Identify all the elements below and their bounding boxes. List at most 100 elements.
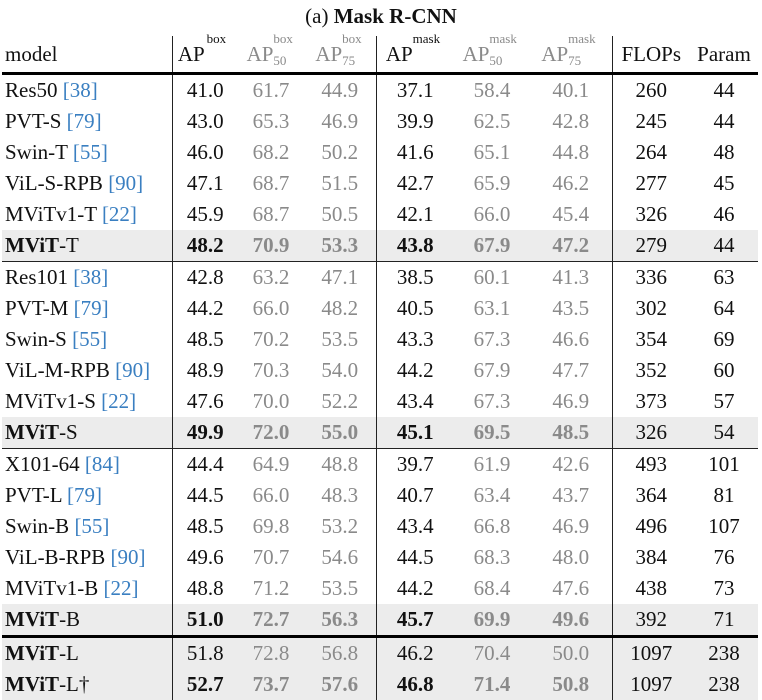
- model-name: ViL-M-RPB: [5, 358, 116, 382]
- citation-link[interactable]: [55]: [72, 140, 108, 164]
- cell-ap-box: 49.6: [186, 545, 224, 569]
- cell-flops: 354: [635, 327, 668, 351]
- cell-ap-box-50: 72.8: [238, 635, 304, 669]
- model-name-bold: MViT: [5, 607, 60, 631]
- cell-ap-box: 42.8: [172, 261, 238, 293]
- citation-link[interactable]: [90]: [110, 545, 146, 569]
- cell-ap-box: 48.5: [186, 327, 224, 351]
- cell-ap-box: 51.0: [172, 604, 238, 637]
- cell-flops: 1097: [612, 669, 690, 700]
- cell-ap-box-75: 53.3: [304, 230, 377, 262]
- table-row: ViL-B-RPB [90] 49.6 70.7 54.6 44.5 68.3 48.0 38…: [2, 542, 758, 573]
- table-row: Swin-B [55] 48.5 69.8 53.2 43.4 66.8 46.9 496 10…: [2, 511, 758, 542]
- table-row: Swin-T [55] 46.0 68.2 50.2 41.6 65.1 44.8 264 48: [2, 137, 758, 168]
- cell-ap-box: 43.0: [186, 109, 224, 133]
- results-table: model AP box AP box 50 AP box 75 AP mask AP mas…: [2, 32, 758, 700]
- cell-ap-box: 49.9: [172, 417, 238, 449]
- cell-ap-mask: 39.9: [396, 109, 434, 133]
- cell-flops: 336: [612, 261, 690, 293]
- cell-ap-box: 47.1: [186, 171, 224, 195]
- citation-link[interactable]: [90]: [108, 171, 144, 195]
- model-name: Swin-S: [5, 327, 73, 351]
- model-name: Res50: [5, 78, 63, 102]
- model-name-bold: MViT: [5, 672, 60, 696]
- cell-ap-mask-50: 67.3: [473, 327, 511, 351]
- citation-link[interactable]: [84]: [84, 452, 120, 476]
- table-row: MViT-T 48.2 70.9 53.3 43.8 67.9 47.2 279 44: [2, 230, 758, 262]
- cell-flops: 326: [612, 417, 690, 449]
- header-ap-box-50: AP box 50: [238, 32, 304, 75]
- cell-ap-mask: 40.5: [396, 296, 434, 320]
- model-name: PVT-M: [5, 296, 74, 320]
- cell-param: 48: [713, 140, 735, 164]
- citation-link[interactable]: [22]: [101, 202, 137, 226]
- citation-link[interactable]: [79]: [67, 483, 103, 507]
- cell-ap-box-75: 44.9: [304, 73, 377, 106]
- model-name-suffix: -T: [59, 233, 79, 257]
- model-name-cell: MViTv1-S [22]: [2, 386, 173, 417]
- table-row: Swin-S [55] 48.5 70.2 53.5 43.3 67.3 46.6 354 69: [2, 324, 758, 355]
- cell-ap-mask-75: 45.4: [530, 199, 613, 230]
- citation-link[interactable]: [22]: [101, 389, 137, 413]
- cell-flops: 1097: [612, 635, 690, 669]
- cell-ap-mask-50: 62.5: [473, 109, 511, 133]
- cell-param: 238: [690, 669, 758, 700]
- header-ap-mask-50: AP mask 50: [454, 32, 530, 75]
- cell-param: 44: [713, 78, 735, 102]
- cell-flops: 364: [635, 483, 668, 507]
- citation-link[interactable]: [38]: [62, 78, 98, 102]
- cell-ap-mask-75: 48.0: [530, 542, 613, 573]
- table-row: Res101 [38] 42.8 63.2 47.1 38.5 60.1 41.3 336 63: [2, 261, 758, 293]
- model-name: X101-64: [5, 452, 85, 476]
- cell-ap-box: 48.8: [186, 576, 224, 600]
- citation-link[interactable]: [38]: [73, 265, 109, 289]
- cell-flops: 496: [635, 514, 668, 538]
- cell-ap-mask-75: 48.5: [530, 417, 613, 449]
- cell-ap-box-75: 46.9: [304, 106, 377, 137]
- citation-link[interactable]: [55]: [72, 327, 108, 351]
- table-row: PVT-M [79] 44.2 66.0 48.2 40.5 63.1 43.5 302 64: [2, 293, 758, 324]
- cell-ap-box-75: 54.6: [304, 542, 377, 573]
- model-name-cell: ViL-S-RPB [90]: [2, 168, 173, 199]
- cell-ap-box-75: 56.8: [304, 635, 377, 669]
- cell-ap-box-50: 71.2: [252, 576, 290, 600]
- cell-ap-box-50: 66.0: [252, 296, 290, 320]
- cell-ap-box-50: 70.2: [252, 327, 290, 351]
- cell-param: 57: [713, 389, 735, 413]
- cell-param: 45: [713, 171, 735, 195]
- cell-ap-box-75: 48.2: [304, 293, 377, 324]
- cell-ap-mask: 39.7: [376, 448, 454, 480]
- citation-link[interactable]: [90]: [115, 358, 151, 382]
- model-name-cell: PVT-S [79]: [2, 106, 173, 137]
- cell-ap-box-75: 50.2: [304, 137, 377, 168]
- cell-ap-box-50: 72.7: [238, 604, 304, 637]
- cell-ap-mask-50: 69.5: [454, 417, 530, 449]
- model-name-cell: MViTv1-T [22]: [2, 199, 173, 230]
- cell-ap-box: 48.5: [186, 514, 224, 538]
- model-name-cell: ViL-M-RPB [90]: [2, 355, 173, 386]
- header-row: model AP box AP box 50 AP box 75 AP mask AP mas…: [2, 32, 758, 75]
- cell-ap-box-50: 68.7: [252, 202, 290, 226]
- citation-link[interactable]: [55]: [74, 514, 110, 538]
- cell-ap-mask-75: 46.9: [530, 386, 613, 417]
- table-row: MViTv1-T [22] 45.9 68.7 50.5 42.1 66.0 45.4 326…: [2, 199, 758, 230]
- cell-param: 63: [690, 261, 758, 293]
- model-name-cell: ViL-B-RPB [90]: [2, 542, 173, 573]
- model-name-cell: PVT-M [79]: [2, 293, 173, 324]
- table-row: MViT-L† 52.7 73.7 57.6 46.8 71.4 50.8 1097 238: [2, 669, 758, 700]
- cell-ap-mask-50: 65.9: [473, 171, 511, 195]
- cell-ap-mask-50: 68.3: [473, 545, 511, 569]
- citation-link[interactable]: [22]: [103, 576, 139, 600]
- cell-ap-mask-75: 50.0: [530, 635, 613, 669]
- citation-link[interactable]: [79]: [73, 296, 109, 320]
- cell-ap-box-75: 53.5: [304, 324, 377, 355]
- cell-ap-box-50: 61.7: [252, 78, 290, 102]
- cell-flops: 373: [635, 389, 668, 413]
- cell-param: 81: [713, 483, 735, 507]
- model-name-cell: Swin-S [55]: [2, 324, 173, 355]
- cell-param: 44: [713, 109, 735, 133]
- citation-link[interactable]: [79]: [66, 109, 102, 133]
- cell-flops: 352: [635, 358, 668, 382]
- cell-param: 44: [690, 230, 758, 262]
- cell-ap-box-50: 70.3: [252, 358, 290, 382]
